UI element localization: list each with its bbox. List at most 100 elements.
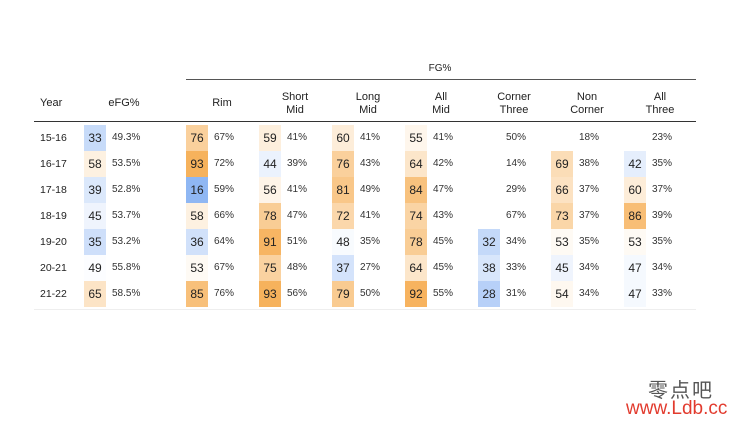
rank-cell-all_three [624,177,646,203]
rank-cell-all_three [624,151,646,177]
rank-value: 44 [263,157,277,171]
pct-value: 67% [214,132,235,143]
fg-header-rule [186,79,696,80]
year-label: 21-22 [40,288,67,300]
rank-value: 33 [88,131,102,145]
pct-value: 52.8% [112,184,141,195]
pct-value: 45% [433,262,454,273]
pct-value: 53.7% [112,210,141,221]
rank-value: 58 [88,157,102,171]
rank-cell-short_mid [259,229,281,255]
pct-value: 14% [506,158,527,169]
rank-cell-non_corner [551,229,573,255]
rank-cell-all_three [624,281,646,307]
rank-value: 78 [263,209,277,223]
rank-value: 92 [409,287,423,301]
column-header-all_three: All Three [645,91,675,116]
rank-value: 36 [190,235,204,249]
rank-value: 73 [555,209,569,223]
pct-value: 47% [433,184,454,195]
rank-cell-all_mid [405,229,427,255]
pct-value: 42% [433,158,454,169]
table-footer-rule [34,309,696,310]
column-header-all_mid: All Mid [432,91,450,116]
pct-value: 53.2% [112,236,141,247]
rank-value: 93 [263,287,277,301]
rank-value: 16 [190,183,204,197]
column-header-long_mid: Long Mid [355,91,381,116]
rank-value: 76 [336,157,350,171]
rank-value: 91 [263,235,277,249]
rank-cell-rim [186,125,208,151]
rank-value: 59 [263,131,277,145]
rank-cell-long_mid [332,203,354,229]
rank-cell-efg [84,255,106,281]
rank-value: 55 [409,131,423,145]
pct-value: 23% [652,132,673,143]
rank-cell-rim [186,177,208,203]
rank-value: 74 [409,209,423,223]
rank-value: 56 [263,183,277,197]
rank-cell-corner_three [478,229,500,255]
rank-value: 64 [409,261,423,275]
rank-cell-rim [186,151,208,177]
rank-cell-efg [84,203,106,229]
rank-cell-rim [186,203,208,229]
pct-value: 47% [287,210,308,221]
pct-value: 39% [287,158,308,169]
rank-cell-short_mid [259,177,281,203]
rank-value: 45 [88,209,102,223]
rank-value: 75 [263,261,277,275]
pct-value: 34% [652,262,673,273]
rank-cell-efg [84,151,106,177]
pct-value: 64% [214,236,235,247]
pct-value: 35% [652,236,673,247]
rank-value: 76 [190,131,204,145]
pct-value: 55% [433,288,454,299]
pct-value: 37% [652,184,673,195]
year-label: 19-20 [40,236,67,248]
rank-cell-efg [84,125,106,151]
rank-cell-rim [186,281,208,307]
pct-value: 51% [287,236,308,247]
rank-cell-non_corner [551,151,573,177]
rank-cell-long_mid [332,255,354,281]
rank-cell-all_three [624,203,646,229]
year-label: 15-16 [40,132,67,144]
pct-value: 49% [360,184,381,195]
year-label: 18-19 [40,210,67,222]
rank-cell-efg [84,229,106,255]
rank-value: 54 [555,287,569,301]
rank-cell-corner_three [478,255,500,281]
pct-value: 38% [579,158,600,169]
pct-value: 43% [360,158,381,169]
rank-value: 45 [555,261,569,275]
pct-value: 34% [579,288,600,299]
rank-cell-all_mid [405,281,427,307]
year-label: 17-18 [40,184,67,196]
rank-value: 37 [336,261,350,275]
rank-cell-all_three [624,255,646,281]
pct-value: 53.5% [112,158,141,169]
pct-value: 27% [360,262,381,273]
rank-value: 93 [190,157,204,171]
pct-value: 31% [506,288,527,299]
rank-value: 53 [555,235,569,249]
pct-value: 66% [214,210,235,221]
rank-value: 53 [628,235,642,249]
column-header-rim: Rim [212,97,232,109]
rank-value: 42 [628,157,642,171]
rank-cell-all_three [624,229,646,255]
rank-cell-all_mid [405,203,427,229]
pct-value: 58.5% [112,288,141,299]
rank-cell-efg [84,177,106,203]
rank-cell-short_mid [259,151,281,177]
rank-cell-all_mid [405,125,427,151]
column-header-corner_three: Corner Three [497,91,531,116]
year-header: Year [40,97,63,109]
pct-value: 41% [360,210,381,221]
pct-value: 39% [652,210,673,221]
rank-value: 60 [628,183,642,197]
rank-cell-short_mid [259,255,281,281]
